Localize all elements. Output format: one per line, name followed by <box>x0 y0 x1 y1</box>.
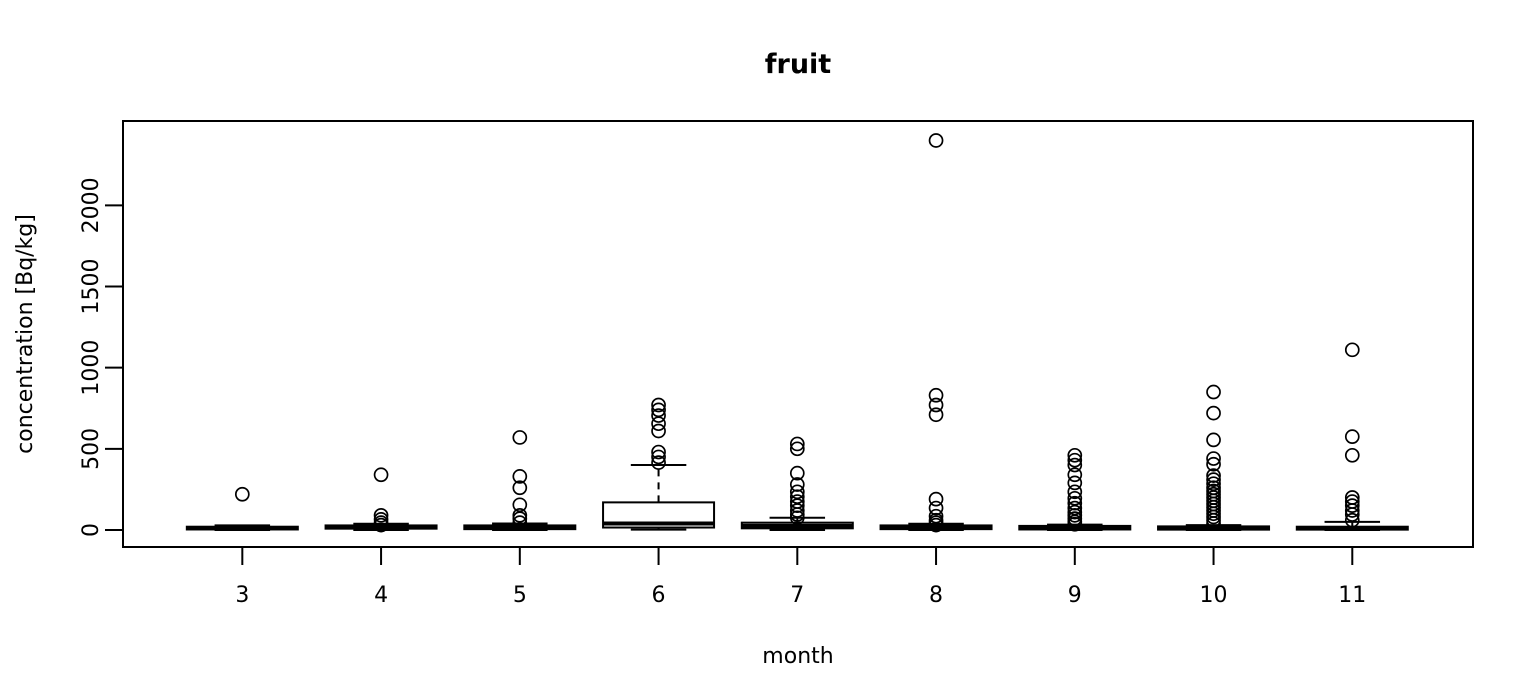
outlier-point <box>651 455 666 470</box>
outlier-point <box>1067 475 1083 491</box>
x-tick-label: 10 <box>1200 583 1228 608</box>
boxplot-month-4 <box>324 467 438 533</box>
outlier-point <box>1206 472 1221 488</box>
x-tick-label: 8 <box>929 583 943 608</box>
x-tick-label: 7 <box>790 583 804 608</box>
outlier-point <box>373 508 389 523</box>
outlier-point <box>373 517 389 533</box>
y-tick-label: 500 <box>79 428 104 470</box>
boxplots <box>185 133 1409 533</box>
outlier-point <box>928 491 944 507</box>
outlier-point <box>789 436 805 452</box>
x-tick-label: 11 <box>1338 583 1366 608</box>
y-axis-label: concentration [Bq/kg] <box>13 214 38 454</box>
y-tick-label: 1000 <box>79 340 104 396</box>
outlier-point <box>1067 457 1083 473</box>
y-tick-label: 2000 <box>79 177 104 233</box>
boxplot-month-7 <box>740 436 854 531</box>
outlier-point <box>651 449 666 465</box>
outlier-point <box>1206 384 1221 400</box>
outlier-point <box>1206 405 1221 421</box>
outlier-point <box>1344 507 1360 522</box>
outlier-point <box>512 469 528 484</box>
chart-title: fruit <box>765 49 832 80</box>
boxplot-month-5 <box>463 430 577 531</box>
outlier-point <box>1067 467 1083 483</box>
y-tick-label: 1500 <box>79 259 104 315</box>
outlier-point <box>1206 451 1221 466</box>
outlier-point <box>512 511 528 526</box>
outlier-point <box>1344 429 1360 444</box>
boxplot-month-6 <box>602 397 716 531</box>
boxplot-month-11 <box>1295 342 1409 531</box>
outlier-point <box>651 408 666 423</box>
outlier-point <box>512 515 528 531</box>
outlier-point <box>1344 498 1360 513</box>
outlier-point <box>234 486 250 502</box>
outlier-point <box>789 465 805 481</box>
x-tick-label: 9 <box>1068 583 1082 608</box>
boxplot-month-9 <box>1018 447 1132 532</box>
outlier-point <box>1067 484 1083 500</box>
outlier-point <box>512 430 528 445</box>
boxplot-month-3 <box>185 486 299 531</box>
outlier-point <box>651 423 666 439</box>
outlier-point <box>789 441 805 457</box>
outlier-point <box>928 407 944 423</box>
boxplot-month-8 <box>879 133 993 533</box>
x-tick-label: 5 <box>513 583 527 608</box>
outlier-point <box>1206 516 1221 531</box>
boxplot-month-10 <box>1157 384 1271 531</box>
outlier-point <box>1344 447 1360 463</box>
plot-area-border <box>122 120 1474 548</box>
outlier-point <box>651 444 666 460</box>
outlier-point <box>928 397 944 413</box>
x-tick-label: 6 <box>652 583 666 608</box>
outlier-point <box>1067 452 1083 468</box>
outlier-point <box>928 133 944 148</box>
outlier-point <box>373 467 389 483</box>
outlier-point <box>512 480 528 496</box>
outlier-point <box>1344 503 1360 518</box>
outlier-point <box>789 503 805 518</box>
outlier-point <box>651 416 666 432</box>
y-axis-ticks: 0 500 1000 1500 2000 <box>79 177 123 537</box>
outlier-point <box>928 508 944 524</box>
outlier-point <box>651 397 666 413</box>
outlier-point <box>1344 512 1360 528</box>
x-tick-label: 3 <box>235 583 249 608</box>
x-tick-label: 4 <box>374 583 388 608</box>
outlier-point <box>1067 447 1083 463</box>
outlier-point <box>1206 432 1221 448</box>
outlier-point <box>1067 516 1083 532</box>
outlier-point <box>1344 342 1360 358</box>
outlier-point <box>1206 456 1221 472</box>
x-axis-ticks: 3 4 5 6 7 8 9 10 11 <box>235 547 1366 608</box>
x-axis-label: month <box>762 644 833 669</box>
y-tick-label: 0 <box>79 523 104 537</box>
outlier-point <box>928 517 944 533</box>
outlier-point <box>928 387 944 403</box>
outlier-point <box>789 510 805 526</box>
